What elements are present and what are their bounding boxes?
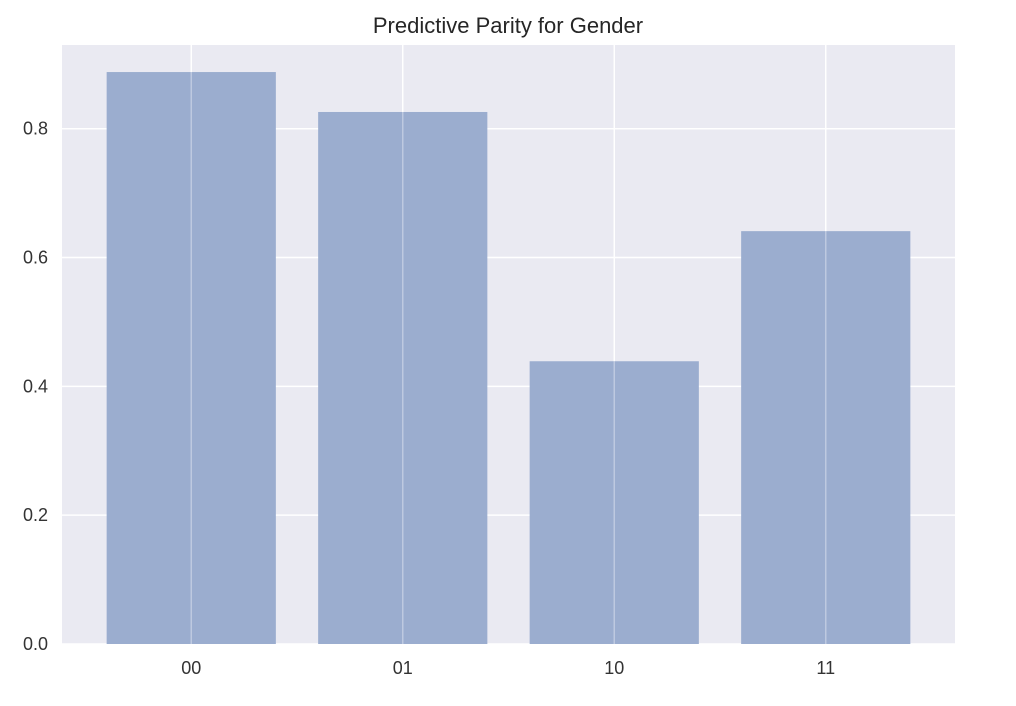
y-tick-label: 0.4 (23, 376, 48, 396)
x-tick-label: 01 (393, 658, 413, 678)
bar-00 (106, 72, 276, 644)
bar-01 (318, 111, 488, 645)
y-tick-label: 0.8 (23, 119, 48, 139)
x-tick-label: 00 (181, 658, 201, 678)
y-tick-label: 0.0 (23, 634, 48, 654)
bar-11 (741, 231, 911, 644)
y-axis-ticks: 0.0 0.2 0.4 0.6 0.8 (23, 119, 48, 654)
x-tick-label: 10 (604, 658, 624, 678)
chart-title: Predictive Parity for Gender (373, 13, 643, 38)
x-tick-label: 11 (816, 658, 835, 678)
y-tick-label: 0.2 (23, 505, 48, 525)
y-tick-label: 0.6 (23, 248, 48, 268)
vertical-grid-overlay (190, 72, 827, 644)
bars (106, 72, 911, 645)
bar-10 (529, 361, 699, 644)
x-axis-ticks: 00 01 10 11 (181, 658, 835, 678)
